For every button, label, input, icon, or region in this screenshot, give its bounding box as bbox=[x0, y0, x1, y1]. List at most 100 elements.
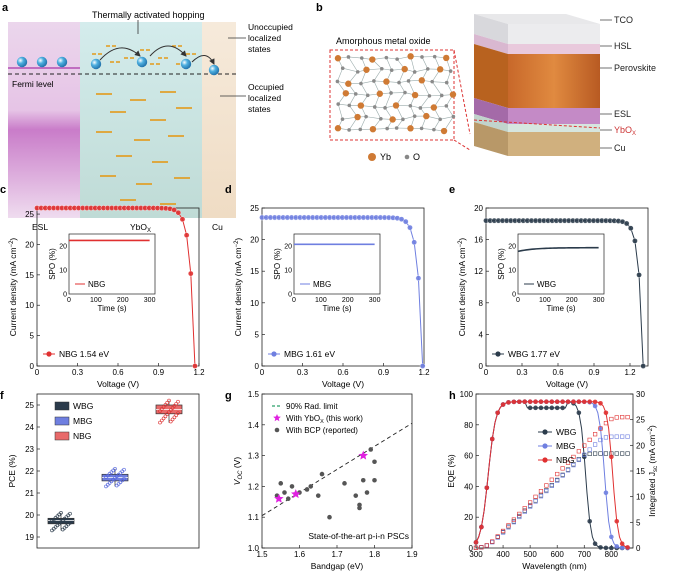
yb-atom bbox=[389, 116, 396, 123]
bond bbox=[338, 103, 350, 106]
legend-label: WBG bbox=[73, 401, 93, 411]
hopping-label: Thermally activated hopping bbox=[92, 10, 205, 20]
o-atom bbox=[359, 56, 364, 60]
inset-y-tick-label: 0 bbox=[288, 292, 292, 299]
jsc-point bbox=[490, 539, 495, 544]
reported-point bbox=[342, 481, 347, 486]
x-tick-label: 300 bbox=[469, 550, 483, 559]
bond bbox=[384, 92, 392, 108]
eqe-point bbox=[533, 405, 538, 411]
o-atom bbox=[380, 66, 384, 71]
y-tick-label: 10 bbox=[250, 299, 259, 308]
layer-label-perovskite: Perovskite bbox=[614, 63, 656, 73]
y-axis-label-sub: OC bbox=[238, 470, 244, 480]
o-atom bbox=[347, 128, 351, 132]
data-point bbox=[172, 415, 177, 420]
y-tick-label: 1.2 bbox=[248, 482, 260, 491]
bond bbox=[360, 80, 374, 84]
jsc-point bbox=[593, 442, 598, 447]
inset-x-tick-label: 100 bbox=[539, 297, 551, 304]
x-tick-label: 1.8 bbox=[369, 550, 381, 559]
y2-tick-label: 10 bbox=[636, 493, 645, 502]
bond bbox=[355, 93, 368, 96]
jsc-point bbox=[598, 426, 603, 431]
legend-label: WBG 1.77 eV bbox=[508, 349, 560, 359]
legend-marker bbox=[495, 351, 501, 357]
jsc-point bbox=[506, 523, 511, 528]
y-tick-label: 1.0 bbox=[248, 544, 260, 553]
fermi-label: Fermi level bbox=[12, 79, 54, 89]
electron bbox=[136, 56, 148, 68]
eqe-point bbox=[560, 405, 565, 411]
jsc-point bbox=[565, 468, 571, 473]
inset-legend-label: WBG bbox=[537, 280, 556, 289]
o-atom bbox=[365, 93, 370, 98]
o-atom bbox=[448, 69, 453, 73]
reported-point bbox=[278, 481, 284, 486]
jsc-point bbox=[549, 483, 554, 488]
legend-marker bbox=[542, 443, 548, 449]
y-tick-label: 1.3 bbox=[248, 452, 260, 461]
eqe-point bbox=[603, 410, 609, 416]
electron bbox=[56, 56, 68, 68]
inset-y-label: SPO (%) bbox=[48, 248, 57, 280]
bond bbox=[360, 83, 369, 96]
electron bbox=[180, 58, 192, 70]
reported-point bbox=[353, 493, 359, 498]
data-point bbox=[122, 467, 126, 472]
y2-unit: (mA cm bbox=[647, 435, 657, 466]
x-tick-label: 0.3 bbox=[72, 368, 84, 377]
reported-point bbox=[372, 459, 377, 465]
reported-point bbox=[319, 471, 325, 477]
o-atom bbox=[358, 127, 363, 132]
data-point bbox=[116, 482, 121, 486]
data-point bbox=[176, 411, 180, 415]
y2-tick-label: 20 bbox=[636, 441, 645, 450]
jsc-point bbox=[609, 416, 614, 422]
jsc-point bbox=[598, 451, 603, 456]
data-point bbox=[170, 417, 175, 422]
plot-frame bbox=[485, 207, 649, 367]
inset-x-label: Time (s) bbox=[546, 304, 575, 313]
reported-point bbox=[285, 496, 291, 502]
inset-y-tick-label: 10 bbox=[59, 268, 67, 275]
eqe-point bbox=[614, 519, 620, 524]
eqe-point bbox=[619, 545, 625, 551]
tco-top bbox=[474, 14, 600, 24]
reported-point bbox=[304, 487, 310, 492]
o-atom bbox=[430, 79, 434, 84]
hop-arrow-2 bbox=[149, 45, 187, 57]
jv-point bbox=[632, 238, 638, 244]
bond bbox=[342, 67, 358, 73]
bond bbox=[386, 57, 392, 71]
data-point bbox=[169, 408, 173, 412]
jsc-point bbox=[593, 432, 598, 437]
data-point bbox=[106, 482, 110, 487]
o-atom bbox=[406, 79, 411, 83]
o-atom bbox=[394, 126, 399, 130]
jsc-point bbox=[565, 460, 571, 465]
eqe-point bbox=[592, 399, 598, 405]
x-tick-label: 500 bbox=[523, 550, 537, 559]
panel-b: b Amorphous metal oxide Yb O TCO HSL Perov… bbox=[316, 2, 656, 162]
bond bbox=[349, 93, 357, 106]
inset-y-tick-label: 20 bbox=[284, 244, 292, 251]
y-tick-label: 16 bbox=[474, 236, 483, 245]
jv-point bbox=[419, 363, 426, 369]
o-atom bbox=[420, 55, 424, 59]
layer-sub: X bbox=[632, 131, 636, 137]
y2-sub: sc bbox=[653, 466, 659, 472]
jsc-point bbox=[587, 451, 592, 456]
jsc-point bbox=[528, 504, 533, 509]
bond bbox=[446, 105, 454, 117]
y-axis-label: PCE (%) bbox=[7, 454, 17, 487]
bond bbox=[398, 82, 406, 93]
x-tick-label: 1.2 bbox=[418, 368, 430, 377]
y-tick-label: 4 bbox=[479, 330, 484, 339]
eqe-point bbox=[592, 541, 598, 547]
eqe-point bbox=[484, 485, 490, 491]
x-tick-label: 1.2 bbox=[624, 368, 636, 377]
jv-point bbox=[627, 225, 634, 232]
eqe-point bbox=[533, 399, 538, 405]
inset-y-label: SPO (%) bbox=[497, 248, 506, 280]
